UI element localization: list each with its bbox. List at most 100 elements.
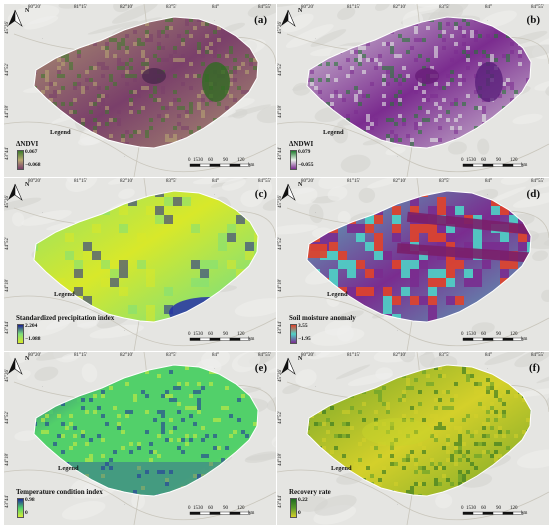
- terrain-relief: [227, 104, 272, 118]
- scale-tick-label: 15: [193, 506, 198, 511]
- north-label: N: [298, 182, 303, 188]
- scale-tick-label: 60: [481, 158, 486, 163]
- scale-tick-label: 60: [208, 332, 213, 337]
- latitude-tick-label: 44°18': [5, 279, 10, 292]
- place-marker: ·: [124, 328, 126, 333]
- terrain-relief: [14, 430, 40, 441]
- longitude-tick-label: 82°10': [120, 5, 133, 10]
- terrain-relief: [335, 310, 364, 321]
- scale-bar: 0 15 30 60 90 120 km: [461, 332, 531, 342]
- scale-tick-label: 120: [237, 158, 245, 163]
- terrain-relief: [277, 4, 305, 8]
- panel-label: (a): [254, 14, 267, 26]
- longitude-tick-label: 84°55': [531, 179, 544, 184]
- scale-tick-label: 0: [461, 506, 464, 511]
- legend-title: Standardized precipitation index: [16, 314, 115, 322]
- longitude-tick-label: 80°20': [28, 179, 41, 184]
- terrain-relief: [111, 4, 158, 24]
- legend-min-value: 0: [25, 510, 28, 516]
- place-marker: ·: [124, 502, 126, 507]
- legend-heading: Legend: [327, 291, 348, 298]
- longitude-tick-label: 83°5': [166, 179, 177, 184]
- longitude-tick-label: 82°10': [393, 5, 406, 10]
- basin-map: [4, 178, 276, 351]
- terrain-relief: [541, 289, 549, 303]
- terrain-relief: [477, 138, 490, 155]
- legend-color-bar: [17, 324, 24, 344]
- latitude-tick-label: 43°44': [5, 495, 10, 508]
- latitude-tick-label: 44°52': [5, 237, 10, 250]
- legend-heading: Legend: [54, 291, 75, 298]
- longitude-tick-label: 84°: [212, 179, 219, 184]
- legend-color-bar: [17, 498, 24, 518]
- scale-tick-label: 15: [193, 332, 198, 337]
- scale-tick-label: 120: [510, 158, 518, 163]
- scale-tick-label: 15: [466, 158, 471, 163]
- place-marker: ·: [315, 384, 317, 389]
- terrain-relief: [512, 113, 543, 125]
- terrain-relief: [385, 146, 406, 156]
- terrain-relief: [314, 494, 357, 516]
- scale-unit: km: [521, 163, 528, 168]
- terrain-relief: [76, 312, 100, 329]
- terrain-relief: [529, 178, 549, 190]
- basin-map: [277, 178, 549, 351]
- terrain-relief: [282, 384, 301, 394]
- scale-bar: 0 15 30 60 90 120 km: [188, 506, 258, 516]
- longitude-tick-label: 84°55': [258, 5, 271, 10]
- legend-max-value: 3.55: [298, 323, 308, 329]
- longitude-tick-label: 81°15': [74, 353, 87, 358]
- scale-tick-label: 15: [466, 506, 471, 511]
- terrain-relief: [58, 4, 89, 9]
- terrain-relief: [506, 30, 548, 46]
- longitude-tick-label: 82°10': [120, 179, 133, 184]
- scale-tick-label: 90: [496, 332, 501, 337]
- terrain-relief: [65, 178, 84, 185]
- place-marker: ·: [124, 154, 126, 159]
- scale-tick-label: 60: [481, 506, 486, 511]
- place-marker: ·: [397, 502, 399, 507]
- terrain-relief: [23, 15, 59, 30]
- longitude-tick-label: 80°20': [301, 179, 314, 184]
- legend-title: Soil moisture anomaly: [289, 314, 356, 322]
- scale-unit: km: [248, 511, 255, 516]
- terrain-relief: [27, 316, 71, 337]
- terrain-relief: [12, 212, 25, 227]
- terrain-relief: [295, 369, 317, 387]
- longitude-tick-label: 83°5': [439, 5, 450, 10]
- scale-tick-label: 90: [496, 158, 501, 163]
- longitude-tick-label: 84°55': [531, 353, 544, 358]
- terrain-relief: [70, 478, 98, 499]
- terrain-relief: [34, 366, 59, 381]
- basin-outline: [33, 16, 259, 149]
- latitude-tick-label: 44°18': [5, 453, 10, 466]
- longitude-tick-label: 84°55': [258, 353, 271, 358]
- terrain-relief: [62, 352, 82, 360]
- latitude-tick-label: 43°44': [278, 495, 283, 508]
- terrain-relief: [534, 78, 549, 91]
- terrain-relief: [335, 364, 371, 380]
- terrain-relief: [87, 20, 139, 35]
- place-marker: ·: [214, 18, 216, 23]
- scale-bar: 0 15 30 60 90 120 km: [461, 506, 531, 516]
- north-arrow-icon: [281, 357, 296, 375]
- north-arrow-icon: [281, 183, 296, 201]
- terrain-relief: [262, 195, 276, 211]
- terrain-relief: [500, 178, 530, 185]
- scale-tick-label: 15: [193, 158, 198, 163]
- place-marker: ·: [397, 328, 399, 333]
- place-marker: ·: [315, 210, 317, 215]
- basin-outline: [33, 190, 259, 323]
- panel-label: (f): [529, 362, 540, 374]
- terrain-relief: [268, 363, 276, 373]
- longitude-tick-label: 82°10': [393, 179, 406, 184]
- latitude-tick-label: 44°52': [5, 411, 10, 424]
- longitude-tick-label: 82°10': [393, 353, 406, 358]
- scale-tick-label: 90: [223, 332, 228, 337]
- latitude-tick-label: 44°18': [278, 279, 283, 292]
- terrain-relief: [375, 367, 393, 380]
- terrain-relief: [332, 124, 349, 144]
- place-marker: ·: [487, 192, 489, 197]
- legend-title: ΔNDWI: [289, 140, 314, 148]
- north-label: N: [25, 8, 30, 14]
